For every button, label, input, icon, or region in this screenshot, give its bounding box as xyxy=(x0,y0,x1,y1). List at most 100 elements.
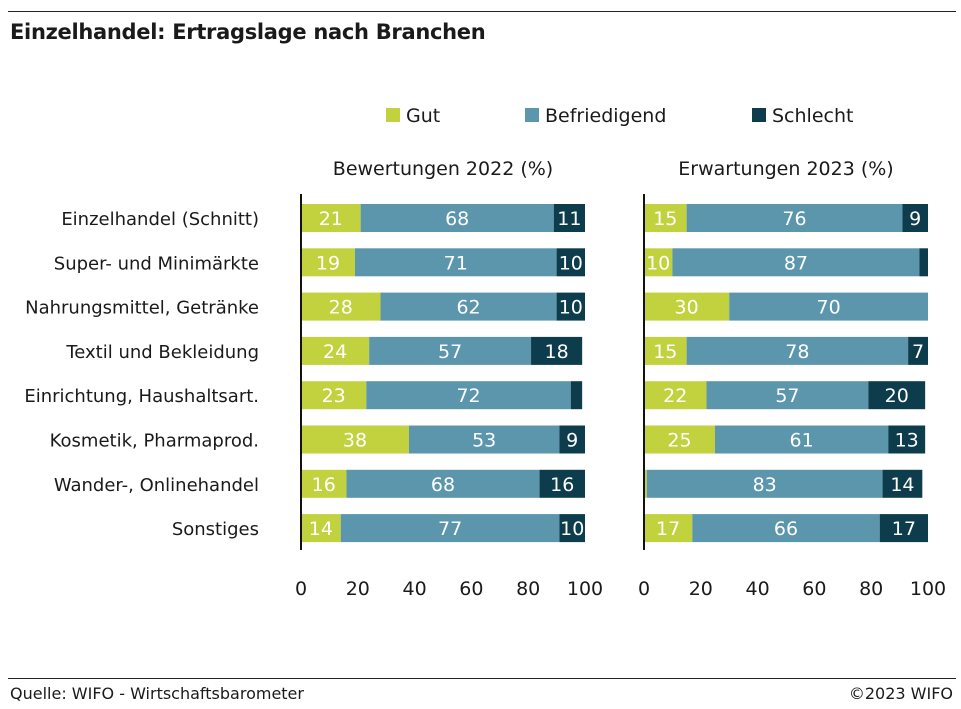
bar-segment-schlecht xyxy=(868,381,926,410)
page-title: Einzelhandel: Ertragslage nach Branchen xyxy=(10,20,486,44)
data-label: 18 xyxy=(545,341,569,363)
bar-segment-befriedigend xyxy=(686,204,903,232)
data-label: 19 xyxy=(316,252,340,274)
data-label: 21 xyxy=(319,208,343,230)
bar-segment-schlecht xyxy=(882,469,923,498)
bar-segment-schlecht xyxy=(902,204,928,232)
data-label: 17 xyxy=(656,518,680,540)
source-note: Quelle: WIFO - Wirtschaftsbarometer xyxy=(10,684,304,703)
x-tick-label: 40 xyxy=(746,578,770,600)
bar-segment-gut xyxy=(301,381,367,410)
bar-segment-gut xyxy=(644,204,687,232)
data-label: 38 xyxy=(343,430,367,452)
bar-segment-schlecht xyxy=(531,336,583,365)
top-rule xyxy=(8,11,956,12)
x-tick-label: 0 xyxy=(638,578,650,600)
category-label: Nahrungsmittel, Getränke xyxy=(25,298,259,319)
bar-segment-befriedigend xyxy=(706,381,869,410)
data-label: 70 xyxy=(817,297,841,319)
bar-segment-gut xyxy=(644,514,693,543)
data-label: 22 xyxy=(663,385,687,407)
bar-segment-befriedigend xyxy=(346,469,540,498)
bar-segment-gut xyxy=(301,204,361,232)
x-tick-label: 80 xyxy=(516,578,540,600)
bar-segment-befriedigend xyxy=(369,336,532,365)
bar-segment-gut xyxy=(301,336,370,365)
panel-2: Erwartungen 2023 (%) 15 76 9 10 87 30 70 15 78 7 22… xyxy=(638,158,946,600)
data-label: 23 xyxy=(322,385,346,407)
data-label: 16 xyxy=(312,474,336,496)
data-label: 87 xyxy=(784,252,808,274)
bar-segment-befriedigend xyxy=(380,292,557,321)
bar-segment-gut xyxy=(644,381,707,410)
data-label: 15 xyxy=(653,341,677,363)
data-label: 20 xyxy=(885,385,909,407)
data-label: 83 xyxy=(753,474,777,496)
data-label: 15 xyxy=(653,208,677,230)
data-label: 68 xyxy=(431,474,455,496)
bar-segment-gut xyxy=(644,469,647,498)
chart-panels: Bewertungen 2022 (%) 21 68 11 19 71 10 28 62 10 24… xyxy=(295,158,946,600)
bar-segment-schlecht xyxy=(556,248,585,277)
data-label: 53 xyxy=(472,430,496,452)
data-label: 57 xyxy=(775,385,799,407)
bar-segment-schlecht xyxy=(570,381,583,410)
data-label: 9 xyxy=(909,208,921,230)
data-label: 17 xyxy=(892,518,916,540)
bottom-rule xyxy=(8,678,956,679)
x-tick-label: 80 xyxy=(859,578,883,600)
bar-segment-gut xyxy=(301,248,355,277)
data-label: 10 xyxy=(559,252,583,274)
bar-segment-schlecht xyxy=(559,514,585,543)
bar-segment-gut xyxy=(644,336,687,365)
data-label: 24 xyxy=(323,341,347,363)
data-label: 77 xyxy=(438,518,462,540)
bar-segment-gut xyxy=(301,425,409,454)
bar-segment-gut xyxy=(301,292,381,321)
x-tick-label: 40 xyxy=(403,578,427,600)
bar-segment-schlecht xyxy=(556,292,585,321)
legend-swatch-gut xyxy=(386,108,400,122)
bar-segment-befriedigend xyxy=(686,336,909,365)
bar-segment-gut xyxy=(644,292,730,321)
x-tick-label: 20 xyxy=(689,578,713,600)
data-label: 10 xyxy=(560,518,584,540)
bar-segment-schlecht xyxy=(539,469,585,498)
data-label: 10 xyxy=(646,252,670,274)
data-label: 7 xyxy=(912,341,924,363)
bar-segment-schlecht xyxy=(879,514,928,543)
category-label: Kosmetik, Pharmaprod. xyxy=(50,431,259,452)
panel-title: Erwartungen 2023 (%) xyxy=(678,158,893,180)
data-label: 30 xyxy=(675,297,699,319)
bar-segment-befriedigend xyxy=(672,248,920,277)
bar-segment-gut xyxy=(644,425,715,454)
data-label: 16 xyxy=(550,474,574,496)
x-tick-label: 60 xyxy=(802,578,826,600)
copyright-note: ©2023 WIFO xyxy=(848,684,953,703)
data-label: 25 xyxy=(667,430,691,452)
bar-segment-schlecht xyxy=(553,204,585,232)
bar-segment-schlecht xyxy=(559,425,585,454)
data-label: 10 xyxy=(559,297,583,319)
data-label: 68 xyxy=(445,208,469,230)
bar-segment-gut xyxy=(301,514,341,543)
bar-segment-gut xyxy=(301,469,347,498)
data-label: 13 xyxy=(895,430,919,452)
bar-segment-befriedigend xyxy=(408,425,560,454)
data-label: 62 xyxy=(456,297,480,319)
category-label: Sonstiges xyxy=(172,519,259,540)
data-label: 14 xyxy=(890,474,914,496)
data-label: 28 xyxy=(329,297,353,319)
legend-label-schlecht: Schlecht xyxy=(772,105,853,127)
data-label: 66 xyxy=(774,518,798,540)
data-label: 9 xyxy=(566,430,578,452)
legend-swatch-befriedigend xyxy=(525,108,539,122)
data-label: 57 xyxy=(438,341,462,363)
panel-1: Bewertungen 2022 (%) 21 68 11 19 71 10 28 62 10 24… xyxy=(295,158,603,600)
chart-legend: Gut Befriedigend Schlecht xyxy=(386,105,853,127)
bar-segment-befriedigend xyxy=(646,469,883,498)
x-tick-label: 20 xyxy=(346,578,370,600)
legend-label-gut: Gut xyxy=(406,105,440,127)
category-label: Textil und Bekleidung xyxy=(65,342,259,363)
